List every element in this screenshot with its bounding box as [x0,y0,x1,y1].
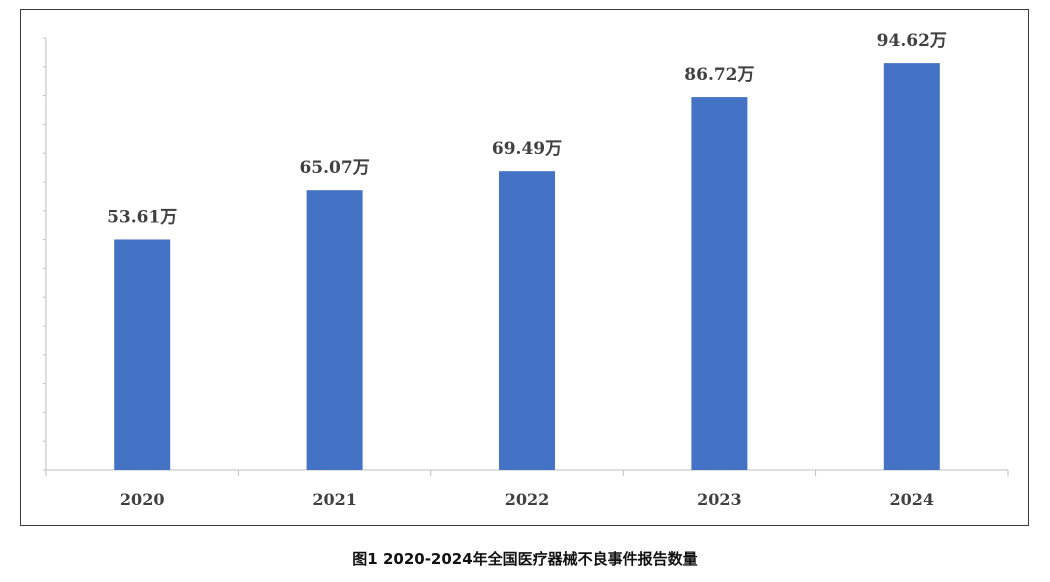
x-tick-label-2021: 2021 [312,490,357,509]
bar-2024 [883,63,940,470]
x-tick-label-2022: 2022 [505,490,550,509]
x-tick-label-2024: 2024 [890,490,935,509]
y-axis-ticks [43,37,46,471]
x-tick-label-2020: 2020 [120,490,165,509]
bar-2020 [114,239,171,470]
figure-caption: 图1 2020-2024年全国医疗器械不良事件报告数量 [352,550,698,568]
bar-2021 [306,190,363,470]
bar-2023 [691,97,748,470]
bars [114,63,940,470]
x-tick-labels: 2020 2021 2022 2023 2024 [120,490,934,509]
data-labels: 53.61万 65.07万 69.49万 86.72万 94.62万 [107,31,947,227]
data-label-2022: 69.49万 [492,139,562,159]
data-label-2024: 94.62万 [877,31,947,51]
data-label-2020: 53.61万 [107,207,177,227]
data-label-2023: 86.72万 [684,65,754,85]
x-axis-ticks [45,470,1009,476]
x-tick-label-2023: 2023 [697,490,742,509]
data-label-2021: 65.07万 [299,158,369,178]
bar-2022 [499,171,555,470]
